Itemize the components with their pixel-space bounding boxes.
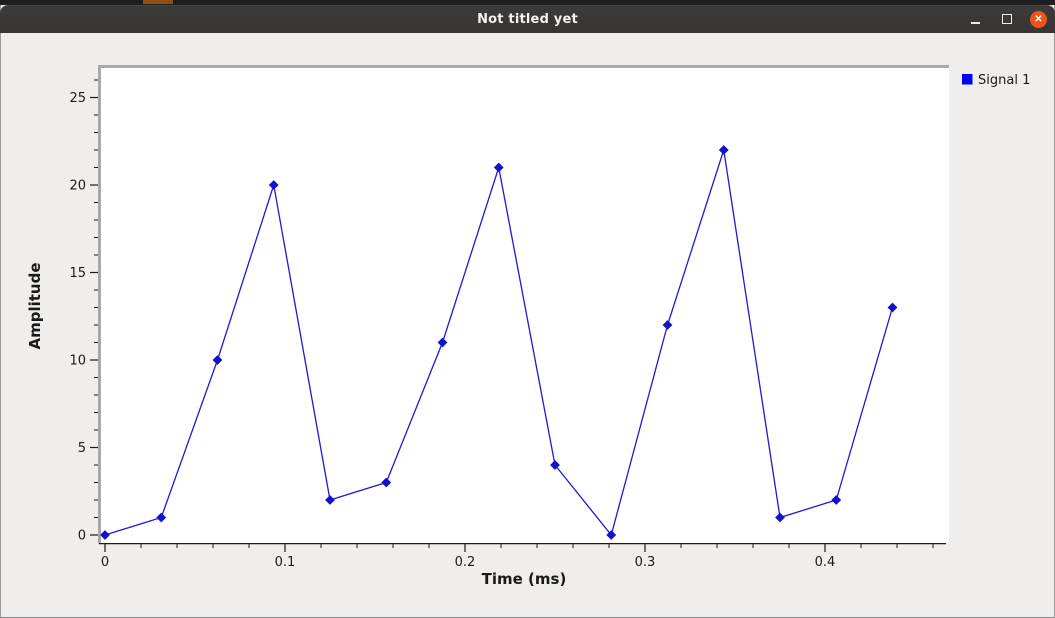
y-tick-label: 10 — [69, 354, 86, 369]
data-point-marker — [550, 460, 560, 470]
maximize-button[interactable] — [998, 10, 1016, 28]
close-icon: ✕ — [1034, 13, 1043, 25]
maximize-icon — [1002, 14, 1012, 24]
minimize-icon — [970, 21, 980, 24]
minimize-button[interactable] — [966, 10, 984, 28]
y-tick-label: 0 — [78, 529, 86, 544]
data-point-marker — [325, 495, 335, 505]
window-controls: ✕ — [966, 5, 1047, 33]
x-tick-label: 0.1 — [275, 555, 296, 570]
y-tick-label: 25 — [69, 91, 86, 106]
data-point-marker — [718, 145, 729, 155]
data-point-marker — [381, 477, 392, 488]
data-point-marker — [887, 302, 898, 313]
x-tick-label: 0.4 — [815, 555, 836, 570]
window-title: Not titled yet — [477, 11, 578, 27]
data-point-marker — [437, 337, 448, 348]
background-window-fragment — [143, 0, 173, 4]
data-point-marker — [775, 512, 785, 523]
y-tick-label: 20 — [69, 179, 86, 194]
x-tick-label: 0 — [101, 555, 109, 570]
data-point-marker — [156, 512, 167, 523]
x-axis-title: Time (ms) — [482, 570, 567, 588]
legend-swatch — [962, 74, 973, 85]
data-point-marker — [100, 530, 110, 540]
y-axis-title: Amplitude — [26, 262, 44, 349]
line-chart: 0 0.1 0.2 0.3 0.4 0 5 10 15 20 25 Amplitude Time (ms… — [26, 65, 1030, 588]
close-button[interactable]: ✕ — [1030, 10, 1047, 28]
app-window: Not titled yet ✕ 0 0.1 0.2 0.3 0.4 0 5 10 15 20 25… — [0, 5, 1055, 618]
legend-label: Signal 1 — [978, 73, 1030, 88]
window-content: 0 0.1 0.2 0.3 0.4 0 5 10 15 20 25 Amplitude Time (ms… — [1, 33, 1054, 617]
x-tick-label: 0.3 — [635, 555, 656, 570]
data-point-marker — [493, 162, 504, 173]
y-tick-label: 15 — [69, 266, 86, 281]
data-point-marker — [268, 180, 279, 190]
x-tick-label: 0.2 — [455, 555, 476, 570]
data-point-marker — [662, 320, 673, 330]
data-point-marker — [606, 530, 617, 540]
titlebar[interactable]: Not titled yet ✕ — [0, 5, 1055, 33]
y-tick-label: 5 — [78, 441, 86, 456]
data-point-marker — [831, 495, 842, 505]
data-point-marker — [212, 355, 223, 365]
